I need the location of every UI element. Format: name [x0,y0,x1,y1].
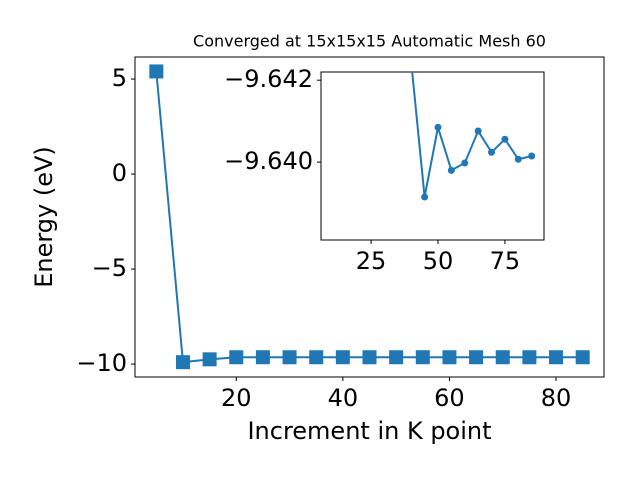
marker [202,352,217,367]
y-axis-label: Energy (eV) [30,146,58,288]
x-tick-label: 20 [221,384,252,412]
marker [495,350,510,365]
marker [415,350,430,365]
marker [442,350,457,365]
series-line [411,72,532,198]
marker [282,350,297,365]
plot-clip [411,72,536,201]
marker [461,159,469,167]
marker [389,350,404,365]
plot-clip [149,64,590,370]
marker [149,64,164,79]
marker [255,350,270,365]
marker [421,193,429,201]
x-tick-label: 75 [490,247,521,275]
marker [434,123,442,131]
marker [309,350,324,365]
x-tick-label: 40 [328,384,359,412]
y-tick-label: −10 [76,349,127,377]
x-tick-label: 60 [434,384,465,412]
chart-title: Converged at 15x15x15 Automatic Mesh 60 [193,32,546,51]
marker [469,350,484,365]
marker [474,127,482,135]
marker [522,350,537,365]
y-tick-label: 0 [112,159,127,187]
marker [514,155,522,163]
marker [447,166,455,174]
marker [335,350,350,365]
marker [575,350,590,365]
x-tick-label: 25 [356,247,387,275]
x-axis-label: Increment in K point [247,417,491,445]
marker [175,355,190,370]
marker [229,350,244,365]
marker [528,152,536,160]
marker [501,135,509,143]
y-tick-label: 5 [112,64,127,92]
marker [549,350,564,365]
x-tick-label: 50 [423,247,454,275]
y-tick-label: −9.642 [224,65,313,93]
marker [362,350,377,365]
y-tick-label: −9.640 [224,147,313,175]
marker [488,148,496,156]
y-tick-label: −5 [92,254,127,282]
x-tick-label: 80 [541,384,572,412]
